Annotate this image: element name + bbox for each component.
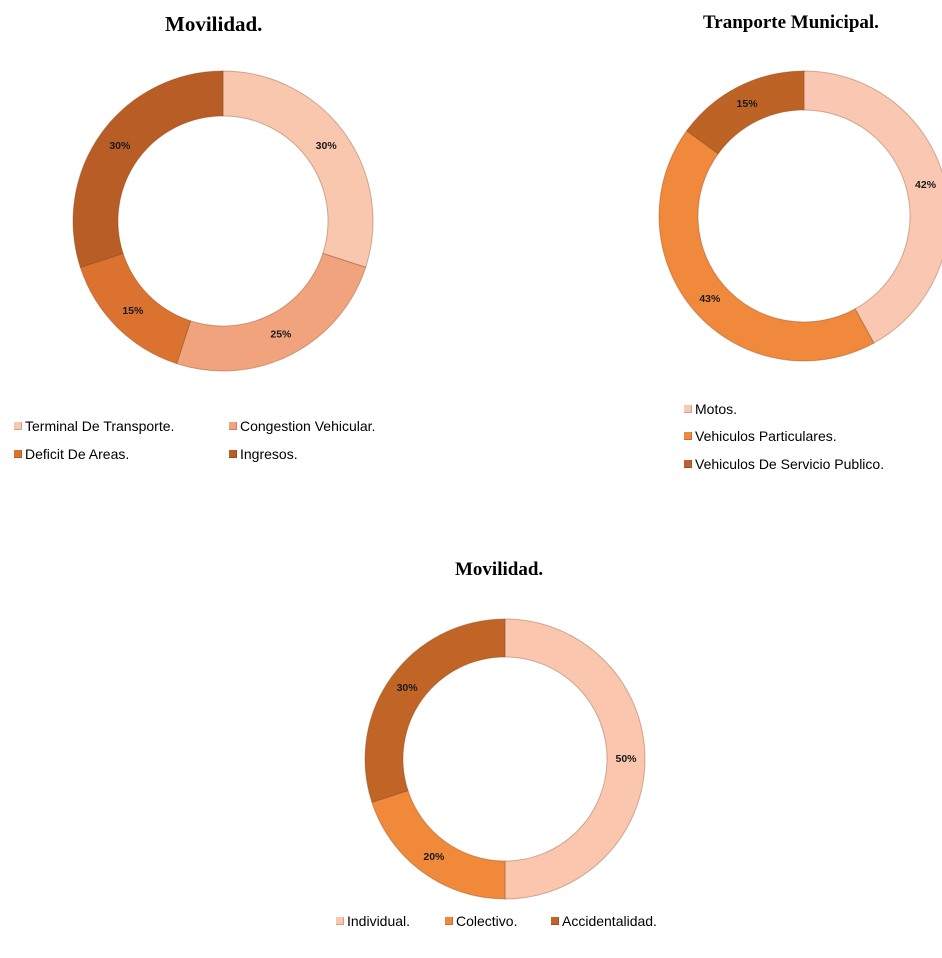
chart-title: Movilidad. — [165, 12, 263, 36]
legend-item: Vehiculos Particulares. — [684, 428, 837, 444]
data-label: 20% — [423, 851, 445, 863]
donut-slice — [685, 70, 805, 155]
legend-label: Deficit De Areas. — [25, 446, 130, 462]
legend-swatch — [684, 432, 692, 440]
legend-label: Terminal De Transporte. — [25, 418, 175, 434]
legend-label: Accidentalidad. — [562, 913, 657, 929]
donut-slice — [176, 252, 367, 372]
legend-label: Motos. — [695, 401, 738, 417]
legend-swatch — [445, 917, 453, 925]
legend-item: Deficit De Areas. — [14, 446, 129, 462]
legend-swatch — [14, 422, 22, 430]
data-label: 30% — [397, 682, 419, 694]
chart-title: Tranporte Municipal. — [703, 12, 879, 33]
legend-swatch — [229, 450, 237, 458]
legend-item: Congestion Vehicular. — [229, 418, 375, 434]
donut-chart: 50% 20% 30% — [364, 618, 646, 900]
legend-item: Colectivo. — [445, 913, 517, 929]
legend-swatch — [684, 460, 692, 468]
legend-item: Terminal De Transporte. — [14, 418, 174, 434]
legend-swatch — [551, 917, 559, 925]
donut-slice — [803, 70, 942, 344]
donut-slice — [371, 789, 506, 900]
legend-label: Colectivo. — [456, 913, 518, 929]
legend-item: Ingresos. — [229, 446, 298, 462]
chart-title: Movilidad. — [455, 559, 544, 580]
data-label: 30% — [109, 140, 131, 152]
legend-label: Ingresos. — [240, 446, 298, 462]
legend-label: Vehiculos De Servicio Publico. — [695, 456, 885, 472]
data-label: 50% — [615, 753, 637, 765]
legend-label: Vehiculos Particulares. — [695, 428, 837, 444]
donut-chart: 30% 25% 15% 30% — [72, 70, 374, 372]
legend-swatch — [684, 405, 692, 413]
data-label: 15% — [737, 98, 759, 110]
legend-label: Congestion Vehicular. — [240, 418, 376, 434]
data-label: 42% — [915, 179, 937, 191]
legend-item: Accidentalidad. — [551, 913, 657, 929]
donut-chart: 42% 43% 15% — [658, 70, 942, 362]
donut-slice — [72, 70, 224, 268]
legend-swatch — [229, 422, 237, 430]
data-label: 30% — [316, 140, 338, 152]
legend-swatch — [14, 450, 22, 458]
donut-slice — [79, 252, 192, 365]
legend-swatch — [336, 917, 344, 925]
donut-slice — [504, 618, 646, 900]
data-label: 15% — [122, 305, 144, 317]
donut-slice — [364, 618, 506, 803]
data-label: 25% — [270, 329, 292, 341]
legend-item: Vehiculos De Servicio Publico. — [684, 456, 884, 472]
donut-slice — [222, 70, 374, 268]
legend-item: Motos. — [684, 401, 737, 417]
donut-slice — [658, 130, 875, 362]
legend-item: Individual. — [336, 913, 410, 929]
legend-label: Individual. — [347, 913, 411, 929]
data-label: 43% — [699, 293, 721, 305]
